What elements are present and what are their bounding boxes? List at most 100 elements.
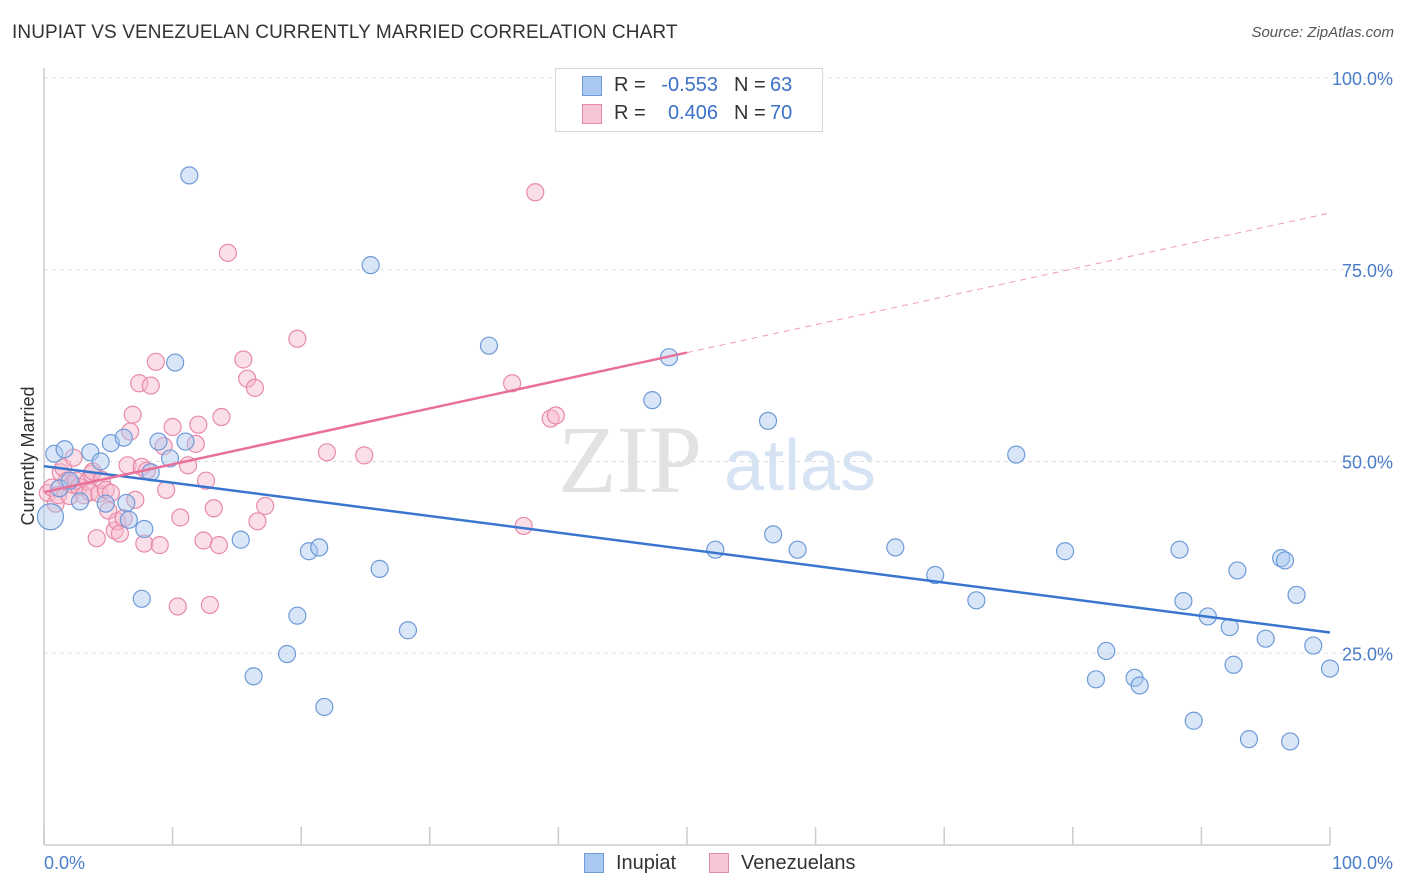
inupiat-point bbox=[180, 166, 199, 185]
inupiat-trend-line bbox=[43, 464, 1331, 634]
venezuelans-swatch bbox=[582, 104, 602, 124]
y-tick-label: 75.0% bbox=[1342, 261, 1393, 281]
inupiat-point bbox=[758, 411, 778, 430]
watermark-atlas: atlas bbox=[724, 426, 876, 506]
venezuelans-point bbox=[256, 496, 275, 516]
inupiat-point bbox=[1228, 561, 1247, 580]
legend-row-venezuelans: R = 0.406 N = 70 bbox=[556, 100, 822, 128]
inupiat-point bbox=[1320, 659, 1340, 678]
chart-title: INUPIAT VS VENEZUELAN CURRENTLY MARRIED … bbox=[12, 22, 678, 43]
venezuelans-point bbox=[546, 406, 565, 425]
inupiat-point bbox=[119, 510, 138, 529]
inupiat-point bbox=[299, 542, 319, 561]
venezuelans-point bbox=[189, 415, 208, 434]
x-tick-label: 100.0% bbox=[1332, 853, 1393, 873]
legend-r-label: R = bbox=[614, 102, 646, 124]
legend-r-value: -0.553 bbox=[661, 74, 718, 96]
inupiat-point bbox=[176, 432, 195, 451]
inupiat-point bbox=[706, 540, 725, 559]
venezuelans-point bbox=[218, 243, 237, 262]
y-tick-label: 100.0% bbox=[1332, 69, 1393, 89]
inupiat-point bbox=[1281, 732, 1300, 751]
venezuelans-point bbox=[146, 352, 165, 371]
axes bbox=[43, 68, 1331, 846]
venezuelans-point bbox=[135, 534, 154, 553]
y-tick-label: 50.0% bbox=[1342, 453, 1393, 473]
inupiat-point bbox=[1275, 551, 1295, 570]
x-tick-label: 0.0% bbox=[44, 853, 85, 873]
inupiat-point bbox=[288, 606, 307, 625]
venezuelans-point bbox=[248, 512, 267, 531]
inupiat-point bbox=[315, 697, 334, 717]
inupiat-point bbox=[967, 591, 986, 610]
inupiat-point bbox=[1224, 655, 1243, 674]
inupiat-point bbox=[398, 621, 418, 640]
inupiat-point bbox=[1170, 540, 1189, 559]
inupiat-point bbox=[36, 503, 65, 531]
venezuelans-point bbox=[541, 409, 560, 428]
inupiat-point bbox=[231, 530, 250, 549]
venezuelans-point bbox=[110, 524, 129, 543]
legend-n-label: N = bbox=[734, 102, 766, 124]
legend-r-label: R = bbox=[614, 74, 646, 96]
inupiat-point bbox=[244, 667, 263, 686]
venezuelans-point bbox=[288, 329, 307, 348]
venezuelans-point bbox=[123, 405, 142, 424]
venezuelans-point bbox=[150, 536, 169, 555]
tick-labels: 25.0% 50.0% 75.0% 100.0% 0.0% 100.0% bbox=[44, 69, 1393, 873]
inupiat-swatch bbox=[582, 76, 602, 96]
venezuelans-point bbox=[200, 595, 219, 615]
source-credit: Source: ZipAtlas.com bbox=[1251, 24, 1394, 41]
inupiat-point bbox=[1174, 591, 1193, 611]
venezuelans-point bbox=[238, 369, 257, 388]
venezuelans-point bbox=[163, 417, 182, 437]
venezuelans-point bbox=[196, 471, 216, 490]
venezuelans-point bbox=[204, 499, 223, 518]
inupiat-point bbox=[1184, 711, 1203, 730]
inupiat-point bbox=[1055, 542, 1075, 561]
inupiat-point bbox=[117, 493, 136, 513]
inupiat-point bbox=[926, 565, 945, 585]
inupiat-point bbox=[1256, 629, 1275, 648]
venezuelans-trend-extension bbox=[686, 212, 1331, 354]
watermark-zip: ZIP bbox=[558, 406, 702, 513]
legend-label-inupiat: Inupiat bbox=[616, 852, 677, 874]
venezuelans-point bbox=[212, 407, 231, 427]
legend-row-inupiat: R = -0.553 N = 63 bbox=[556, 72, 822, 100]
inupiat-point bbox=[1239, 730, 1259, 749]
inupiat-point bbox=[277, 644, 297, 664]
inupiat-point bbox=[1097, 641, 1116, 661]
venezuelans-point bbox=[87, 529, 106, 548]
venezuelans-point bbox=[130, 374, 149, 393]
inupiat-point bbox=[55, 440, 74, 459]
inupiat-point bbox=[1007, 445, 1026, 464]
venezuelans-point bbox=[209, 536, 228, 555]
venezuelans-point bbox=[317, 443, 337, 462]
trend-lines bbox=[43, 212, 1331, 634]
y-axis-label: Currently Married bbox=[18, 386, 38, 525]
inupiat-point bbox=[788, 540, 807, 559]
inupiat-point bbox=[70, 492, 90, 511]
venezuelans-point bbox=[168, 597, 187, 616]
inupiat-point bbox=[1086, 670, 1106, 689]
inupiat-point bbox=[370, 559, 389, 578]
inupiat-point bbox=[643, 391, 662, 410]
legend-n-value: 70 bbox=[770, 102, 793, 124]
inupiat-point bbox=[886, 538, 905, 557]
inupiat-point bbox=[114, 428, 133, 447]
inupiat-point bbox=[166, 353, 185, 372]
inupiat-point bbox=[81, 443, 100, 462]
venezuelans-swatch bbox=[709, 853, 729, 873]
inupiat-point bbox=[310, 538, 329, 557]
venezuelans-point bbox=[141, 376, 160, 395]
venezuelans-point bbox=[234, 350, 253, 369]
inupiat-point bbox=[91, 452, 110, 471]
inupiat-point bbox=[361, 256, 380, 275]
venezuelans-point bbox=[101, 483, 120, 503]
inupiat-point bbox=[1287, 585, 1306, 605]
legend-n-value: 63 bbox=[770, 74, 793, 96]
inupiat-point bbox=[149, 432, 168, 451]
inupiat-point bbox=[132, 589, 151, 608]
inupiat-swatch bbox=[584, 853, 604, 873]
